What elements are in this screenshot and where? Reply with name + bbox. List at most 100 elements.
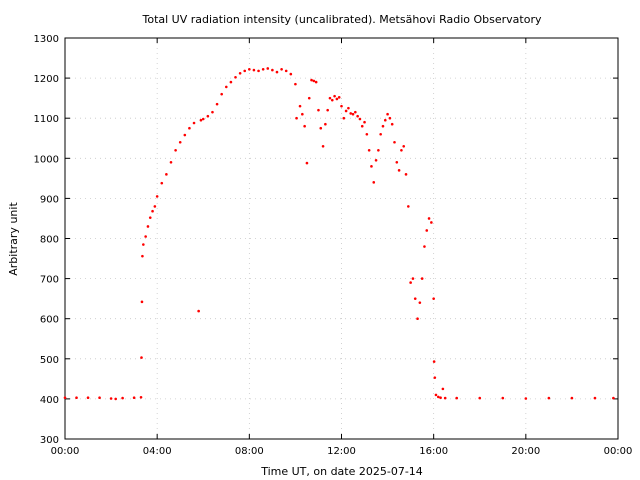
data-point: [363, 120, 366, 124]
data-point: [121, 396, 124, 400]
data-point: [165, 173, 168, 176]
data-point: [63, 396, 67, 399]
y-tick-labels: 300 400 500 600 700 800 900 1000 1100 1200 1300: [34, 34, 59, 446]
x-tick-label: 00:00: [604, 446, 633, 457]
data-point: [478, 396, 482, 400]
data-point: [365, 132, 369, 136]
data-point: [238, 71, 242, 75]
data-point: [261, 67, 265, 71]
data-point: [146, 225, 150, 228]
data-point: [344, 109, 348, 113]
data-point: [155, 195, 159, 198]
data-point: [201, 117, 205, 121]
data-point: [524, 397, 528, 400]
data-point: [501, 396, 505, 400]
data-point: [402, 144, 406, 148]
data-point: [220, 92, 223, 96]
data-point: [432, 297, 435, 300]
y-tick-label: 400: [40, 395, 59, 406]
data-point: [455, 396, 459, 400]
y-tick-label: 600: [40, 315, 59, 326]
y-tick-label: 500: [40, 355, 59, 366]
data-point: [370, 165, 373, 168]
data-point: [188, 126, 191, 130]
data-point: [206, 114, 210, 118]
axis-ticks: [64, 37, 619, 440]
data-point: [295, 116, 298, 120]
data-point: [547, 396, 551, 400]
data-point: [229, 80, 233, 84]
data-point: [169, 161, 173, 164]
data-point: [427, 217, 431, 220]
data-point: [409, 281, 412, 284]
data-point: [337, 96, 341, 99]
x-axis-label: Time UT, on date 2025-07-14: [260, 465, 423, 478]
data-point: [423, 245, 426, 248]
data-point: [340, 104, 343, 108]
data-point: [284, 69, 288, 73]
data-point: [280, 67, 283, 71]
data-point: [432, 360, 436, 363]
data-point: [314, 80, 318, 84]
data-point: [612, 396, 615, 400]
data-point: [319, 126, 323, 130]
x-tick-label: 04:00: [143, 446, 172, 457]
data-point: [153, 205, 157, 208]
data-point: [434, 393, 438, 397]
data-point: [243, 69, 247, 73]
data-point: [140, 300, 144, 304]
data-point: [407, 205, 410, 208]
data-point: [411, 277, 415, 280]
data-point: [418, 301, 422, 304]
data-point: [379, 132, 382, 136]
data-point: [139, 395, 143, 399]
data-point: [310, 78, 313, 82]
x-tick-label: 20:00: [511, 446, 540, 457]
x-tick-label: 08:00: [235, 446, 264, 457]
data-point: [436, 395, 440, 399]
data-point: [333, 94, 336, 98]
data-point: [98, 396, 101, 399]
data-point: [174, 148, 177, 152]
data-point: [349, 112, 353, 115]
data-point: [301, 112, 304, 116]
data-point: [425, 229, 429, 232]
data-point: [372, 181, 376, 184]
data-point: [443, 396, 447, 400]
data-point: [390, 122, 394, 126]
data-point: [160, 181, 164, 185]
data-point: [381, 124, 385, 128]
data-points: [63, 67, 615, 401]
data-point: [86, 396, 90, 399]
data-point: [420, 277, 424, 280]
data-point: [266, 67, 270, 70]
data-point: [248, 67, 251, 71]
data-point: [393, 140, 396, 144]
data-point: [271, 68, 274, 72]
data-point: [383, 118, 387, 122]
data-point: [395, 161, 399, 164]
x-tick-labels: 00:00 04:00 08:00 12:00 16:00 20:00 00:00: [51, 446, 633, 457]
data-point: [192, 121, 196, 125]
data-point: [224, 85, 228, 89]
y-tick-label: 800: [40, 235, 59, 246]
data-point: [439, 396, 442, 399]
data-point: [132, 396, 136, 399]
y-tick-label: 1100: [34, 114, 59, 125]
data-point: [289, 72, 293, 76]
y-tick-label: 700: [40, 275, 59, 286]
data-point: [257, 69, 260, 73]
y-tick-label: 1000: [34, 154, 59, 165]
data-point: [354, 110, 357, 114]
data-point: [303, 124, 306, 128]
data-point: [178, 140, 182, 144]
data-point: [252, 68, 256, 72]
data-point: [211, 110, 214, 114]
data-point: [593, 396, 597, 400]
data-point: [197, 309, 200, 313]
data-point: [148, 216, 152, 219]
gridlines: [65, 38, 618, 439]
data-point: [234, 75, 237, 79]
data-point: [298, 104, 302, 108]
